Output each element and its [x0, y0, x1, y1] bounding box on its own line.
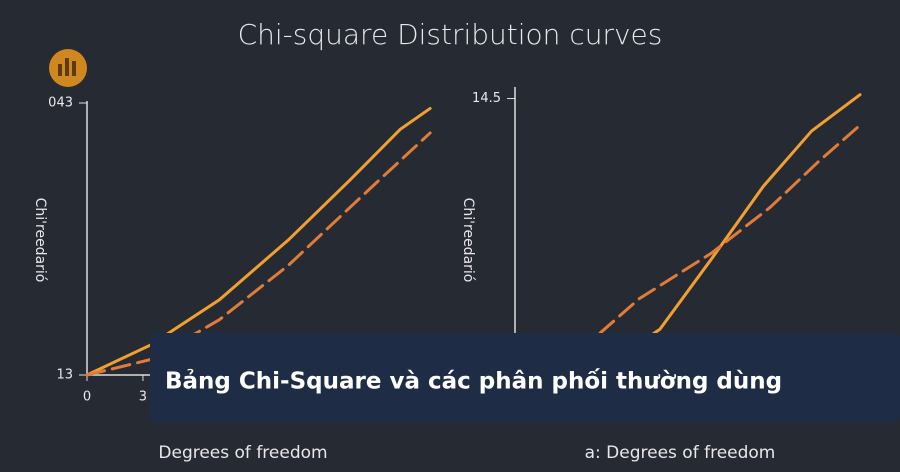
chart-title: Chi-square Distribution curves: [238, 18, 663, 51]
x-tick-label: 0: [83, 390, 91, 405]
y-axis-label: Chi'reedarió: [32, 198, 48, 283]
series-line: [85, 131, 432, 377]
y-tick-label: 043: [48, 96, 73, 111]
logo-icon: [49, 49, 87, 87]
x-axis-label: Degrees of freedom: [158, 443, 327, 463]
banner-text: Bảng Chi-Square và các phân phối thường …: [165, 368, 782, 395]
x-axis-label: a: Degrees of freedom: [585, 443, 776, 463]
series-line: [579, 123, 862, 352]
banner: [150, 333, 900, 422]
y-tick-label: 14.5: [472, 91, 501, 106]
y-axis-label: Chi'reedarió: [460, 198, 476, 283]
x-tick-label: 3: [139, 390, 147, 405]
y-tick-label: 13: [56, 368, 73, 383]
